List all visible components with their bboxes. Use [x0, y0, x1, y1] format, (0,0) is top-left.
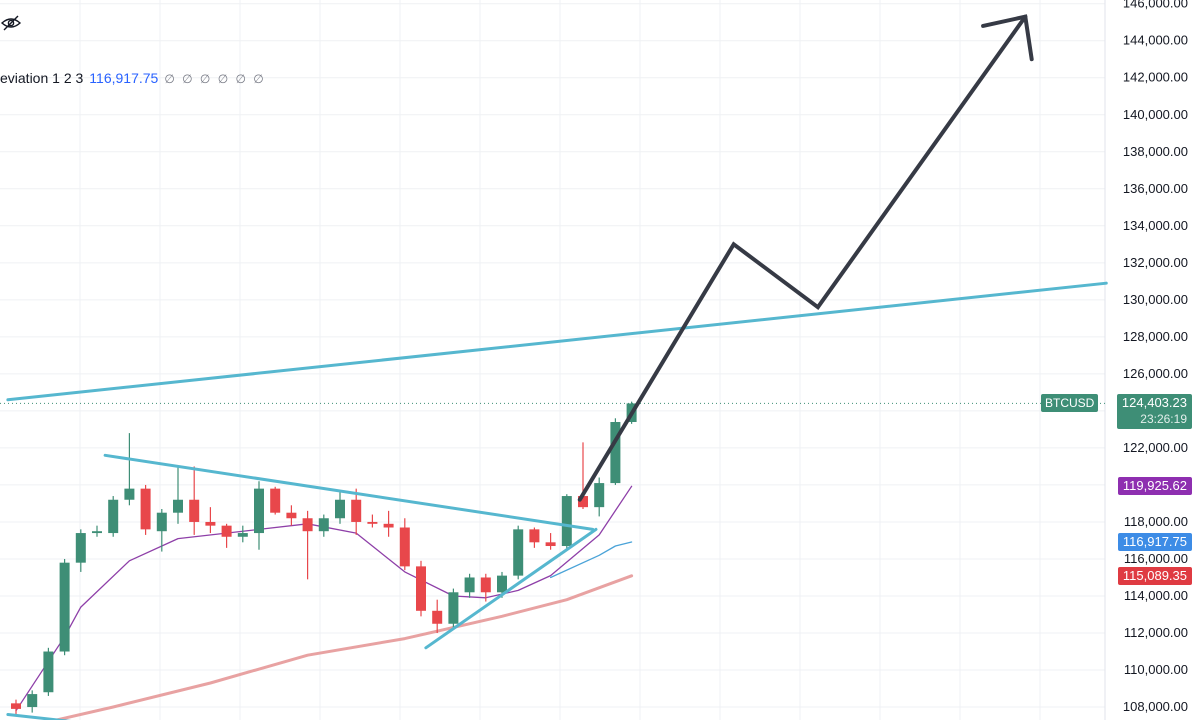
candle-down[interactable]: [189, 499, 200, 522]
candle-down[interactable]: [399, 527, 410, 567]
candle-up[interactable]: [237, 533, 248, 537]
symbol-tag: BTCUSD: [1041, 394, 1099, 413]
candle-down[interactable]: [432, 610, 443, 624]
top-icons: [0, 14, 22, 31]
candle-down[interactable]: [545, 542, 556, 547]
trendline[interactable]: [6, 712, 74, 720]
candle-up[interactable]: [92, 531, 102, 534]
y-tick-label: 138,000.00: [1123, 144, 1188, 159]
candle-up[interactable]: [173, 499, 183, 513]
candle-down[interactable]: [480, 577, 491, 593]
candle-up[interactable]: [335, 499, 345, 519]
candle-down[interactable]: [529, 529, 540, 543]
candle-up[interactable]: [448, 592, 459, 624]
projection-arrow[interactable]: [577, 14, 1028, 502]
candle-down[interactable]: [221, 525, 232, 537]
candle-up[interactable]: [108, 499, 119, 534]
ma-red-line: [49, 574, 634, 720]
candle-up[interactable]: [59, 562, 70, 652]
y-tick-label: 112,000.00: [1124, 625, 1188, 640]
candle-up[interactable]: [318, 518, 329, 532]
y-tick-label: 140,000.00: [1123, 107, 1188, 122]
candle-up[interactable]: [561, 496, 572, 547]
y-tick-label: 118,000.00: [1124, 514, 1188, 529]
y-tick-label: 110,000.00: [1124, 662, 1188, 677]
candle-down[interactable]: [11, 703, 21, 709]
candle-down[interactable]: [205, 521, 216, 526]
candle-up[interactable]: [27, 694, 38, 708]
ma-blue-tag: 116,917.75: [1117, 532, 1192, 551]
candle-up[interactable]: [464, 577, 475, 593]
y-tick-label: 146,000.00: [1123, 0, 1188, 11]
candle-up[interactable]: [254, 488, 264, 534]
candle-down[interactable]: [416, 566, 426, 611]
candle-down[interactable]: [578, 496, 588, 508]
y-tick-label: 142,000.00: [1123, 70, 1188, 85]
candle-up[interactable]: [497, 575, 507, 593]
y-tick-label: 108,000.00: [1123, 699, 1188, 714]
indicator-placeholders: ∅ ∅ ∅ ∅ ∅ ∅: [164, 72, 266, 86]
candle-up[interactable]: [124, 488, 135, 500]
ma-blue-line: [549, 541, 633, 579]
y-tick-label: 132,000.00: [1123, 255, 1188, 270]
y-tick-label: 130,000.00: [1123, 292, 1188, 307]
indicator-value: 116,917.75: [89, 70, 159, 86]
candle-down[interactable]: [367, 521, 378, 524]
y-tick-label: 114,000.00: [1124, 588, 1188, 603]
candle-down[interactable]: [302, 518, 313, 532]
candle-down[interactable]: [383, 523, 394, 528]
candle-down[interactable]: [351, 499, 362, 522]
y-tick-label: 116,000.00: [1124, 551, 1188, 566]
candle-down[interactable]: [140, 488, 151, 530]
y-tick-label: 122,000.00: [1123, 440, 1188, 455]
trendline[interactable]: [103, 453, 595, 531]
candle-up[interactable]: [75, 533, 86, 563]
projection-arrow-head[interactable]: [981, 14, 1034, 62]
indicator-legend[interactable]: eviation 1 2 3 116,917.75 ∅ ∅ ∅ ∅ ∅ ∅: [0, 70, 266, 86]
last-price-tag: 124,403.23 23:26:19: [1116, 394, 1192, 430]
y-tick-label: 134,000.00: [1123, 218, 1188, 233]
candle-up[interactable]: [513, 529, 524, 576]
bar-countdown: 23:26:19: [1140, 412, 1187, 427]
y-tick-label: 136,000.00: [1123, 181, 1188, 196]
indicator-label: eviation 1 2 3: [0, 70, 84, 86]
candle-down[interactable]: [286, 512, 297, 519]
ma-red-tag: 115,089.35: [1117, 566, 1192, 585]
candle-down[interactable]: [270, 488, 281, 513]
y-tick-label: 128,000.00: [1123, 329, 1188, 344]
last-price-value: 124,403.23: [1121, 395, 1187, 411]
trendline[interactable]: [6, 281, 1108, 402]
candle-up[interactable]: [610, 422, 621, 484]
ma-purple-tag: 119,925.62: [1117, 477, 1192, 496]
candle-up[interactable]: [594, 483, 605, 508]
y-tick-label: 144,000.00: [1123, 33, 1188, 48]
y-tick-label: 126,000.00: [1123, 366, 1188, 381]
candle-up[interactable]: [43, 651, 54, 693]
trendline[interactable]: [424, 527, 598, 650]
candle-up[interactable]: [156, 512, 167, 532]
